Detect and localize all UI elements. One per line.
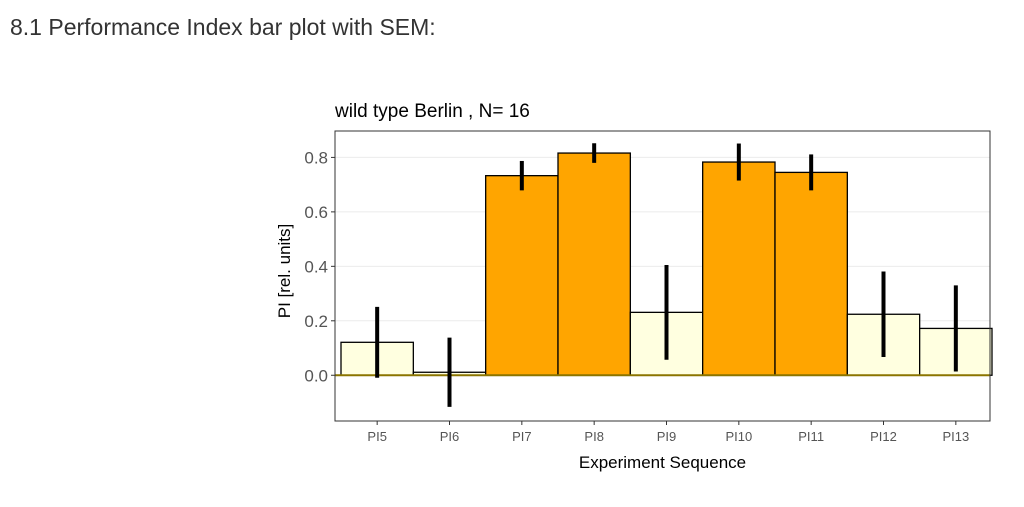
- panel-border: [334, 130, 991, 422]
- x-tick-label: PI5: [367, 429, 387, 444]
- bar-PI10: [702, 161, 776, 376]
- y-tick-label: 0.0: [304, 366, 328, 385]
- x-tick-label: PI9: [657, 429, 677, 444]
- y-tick-label: 0.6: [304, 203, 328, 222]
- x-tick-label: PI6: [440, 429, 460, 444]
- bar-PI7: [485, 175, 559, 376]
- y-tick-label: 0.4: [304, 257, 328, 276]
- x-tick-label: PI10: [725, 429, 752, 444]
- x-tick-label: PI8: [584, 429, 604, 444]
- x-axis-label: Experiment Sequence: [579, 453, 746, 472]
- x-tick-label: PI7: [512, 429, 532, 444]
- x-tick-label: PI11: [798, 429, 824, 444]
- bar-PI11: [774, 171, 848, 376]
- chart-title: wild type Berlin , N= 16: [334, 101, 530, 122]
- y-tick-label: 0.8: [304, 148, 328, 167]
- x-tick-label: PI12: [870, 429, 897, 444]
- section-heading: 8.1 Performance Index bar plot with SEM:: [10, 14, 436, 40]
- y-axis-label: PI [rel. units]: [275, 224, 294, 318]
- x-tick-label: PI13: [942, 429, 969, 444]
- y-tick-label: 0.2: [304, 312, 328, 331]
- bar-PI8: [557, 152, 631, 376]
